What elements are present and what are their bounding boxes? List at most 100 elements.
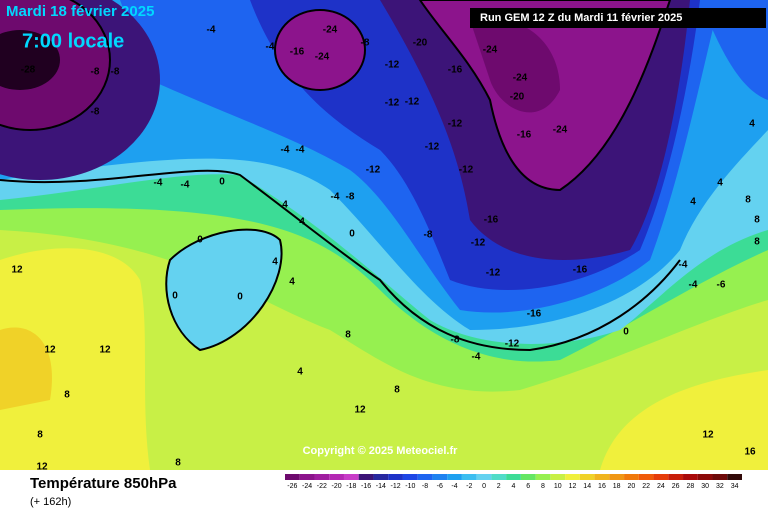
isotherm-label: -28	[21, 65, 36, 76]
legend-label: 6	[526, 483, 530, 490]
legend-label: -20	[332, 483, 342, 490]
warm-area	[0, 327, 52, 410]
copyright: Copyright © 2025 Meteociel.fr	[303, 445, 459, 457]
legend-swatch	[727, 474, 742, 480]
legend-swatch	[638, 474, 654, 480]
legend-label: 20	[628, 483, 636, 490]
isotherm-label: -8	[111, 67, 120, 78]
isotherm-label: -24	[553, 125, 568, 136]
isotherm-label: 4	[282, 200, 288, 211]
isotherm-label: -20	[413, 38, 428, 49]
isotherm-label: -24	[323, 25, 338, 36]
isotherm-label: -4	[266, 42, 275, 53]
map-time: 7:00 locale	[22, 30, 124, 52]
isotherm-labels: -28 -8 -8 -8 -4 -4 -16 -24 -24 -8 -20 -12 -16 -24 -24 -…	[11, 25, 760, 473]
isotherm-label: -4	[331, 192, 340, 203]
legend-label: 26	[672, 483, 680, 490]
legend-label: 8	[541, 483, 545, 490]
legend-swatch	[506, 474, 521, 480]
legend-swatch	[712, 474, 728, 480]
legend-swatch	[417, 474, 433, 480]
legend-label: -2	[466, 483, 472, 490]
legend-swatch	[565, 474, 580, 480]
isotherm-label: -20	[510, 92, 525, 103]
isotherm-label: -12	[405, 97, 420, 108]
isotherm-label: -12	[425, 142, 440, 153]
isotherm-label: 4	[749, 119, 755, 130]
legend-swatch	[683, 474, 698, 480]
isotherm-label: -24	[513, 73, 528, 84]
isotherm-label: 0	[237, 292, 243, 303]
legend-swatch	[520, 474, 536, 480]
isotherm-label: -16	[517, 130, 532, 141]
run-box	[470, 8, 766, 28]
isotherm-label: 0	[172, 291, 178, 302]
isotherm-label: -4	[207, 25, 216, 36]
legend-swatch	[609, 474, 625, 480]
legend-swatch	[314, 474, 330, 480]
legend-label: 16	[598, 483, 606, 490]
isotherm-label: 4	[272, 257, 278, 268]
legend-swatch	[432, 474, 448, 480]
map-date: Mardi 18 février 2025	[6, 3, 154, 20]
legend-label: -12	[391, 483, 401, 490]
footer-title: Température 850hPa	[30, 475, 177, 492]
isotherm-label: -4	[181, 180, 190, 191]
isotherm-label: 4	[297, 367, 303, 378]
isotherm-label: -12	[505, 339, 520, 350]
isotherm-label: 8	[754, 215, 760, 226]
legend-swatch	[535, 474, 551, 480]
isotherm-label: -16	[573, 265, 588, 276]
isotherm-label: -12	[471, 238, 486, 249]
legend-label: 2	[497, 483, 501, 490]
legend-swatch	[697, 474, 713, 480]
isotherm-label: 8	[175, 458, 181, 469]
isotherm-label: -12	[486, 268, 501, 279]
isotherm-label: 4	[289, 277, 295, 288]
isotherm-label: 12	[354, 405, 366, 416]
isotherm-label: 16	[744, 447, 756, 458]
isotherm-label: -8	[361, 38, 370, 49]
legend-swatch	[373, 474, 389, 480]
isotherm-label: 12	[36, 462, 48, 473]
legend-label: 24	[657, 483, 665, 490]
legend-swatch	[624, 474, 639, 480]
isotherm-label: 8	[745, 195, 751, 206]
legend-swatch	[447, 474, 462, 480]
isotherm-0	[0, 169, 681, 352]
legend-swatch	[402, 474, 418, 480]
run-info: Run GEM 12 Z du Mardi 11 février 2025	[480, 12, 682, 24]
legend-label: 14	[583, 483, 591, 490]
isotherm-label: -4	[689, 280, 698, 291]
isotherm-label: -8	[91, 67, 100, 78]
isotherm-label: -4	[154, 178, 163, 189]
isotherm-label: -4	[296, 145, 305, 156]
isotherm-label: -6	[717, 280, 726, 291]
warm-area	[600, 370, 768, 470]
temp-area	[0, 30, 60, 90]
isotherm-label: 0	[197, 235, 203, 246]
isotherm-label: 12	[702, 430, 714, 441]
legend-label: -26	[287, 483, 297, 490]
isotherm-label: 4	[299, 217, 305, 228]
legend-label: 34	[731, 483, 739, 490]
isotherm-label: -16	[448, 65, 463, 76]
warm-area	[0, 248, 150, 470]
isotherm-label: -24	[483, 45, 498, 56]
legend-label: 30	[701, 483, 709, 490]
legend-swatch	[668, 474, 684, 480]
legend-label: -14	[376, 483, 386, 490]
temp-area	[470, 18, 560, 113]
legend-label: 0	[482, 483, 486, 490]
legend-label: -18	[346, 483, 356, 490]
legend-swatch	[550, 474, 566, 480]
isotherm-label: 8	[37, 430, 43, 441]
isotherm-label: -24	[315, 52, 330, 63]
isotherm-label: -8	[451, 335, 460, 346]
temp-area	[165, 228, 283, 352]
isotherm-label: -4	[472, 352, 481, 363]
legend-label: -22	[317, 483, 327, 490]
legend-label: 10	[554, 483, 562, 490]
isotherm-label: 0	[349, 229, 355, 240]
